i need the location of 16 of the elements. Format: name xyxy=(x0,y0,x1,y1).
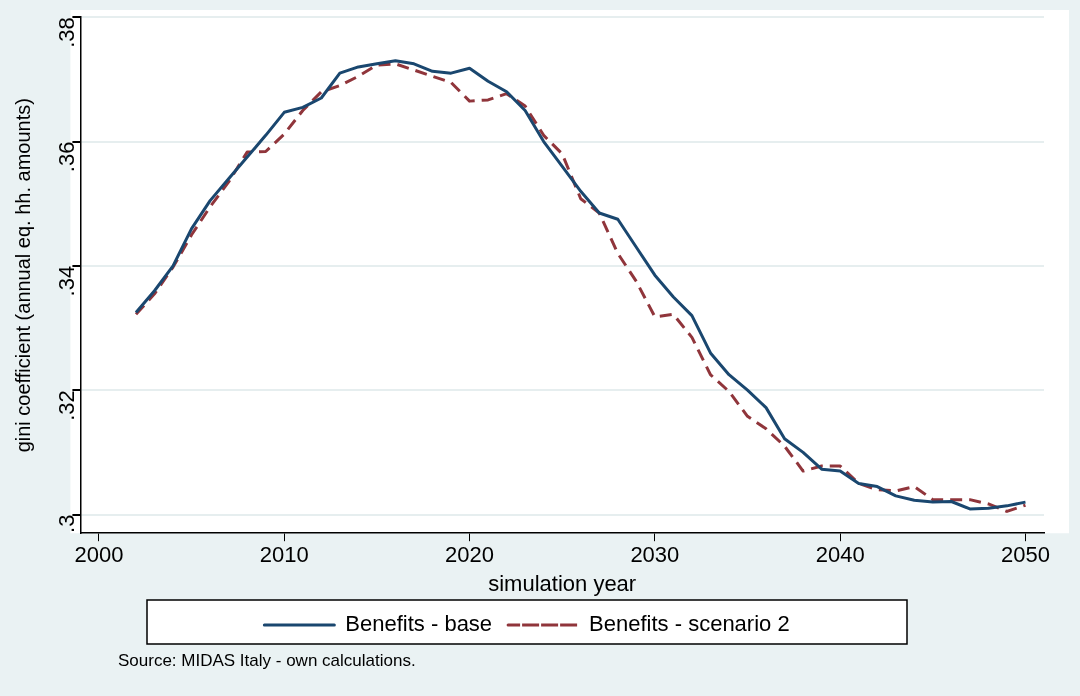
y-tick-label: .38 xyxy=(54,17,80,48)
x-axis-title: simulation year xyxy=(488,570,637,596)
x-tick-label: 2020 xyxy=(445,542,495,568)
x-tick-label: 2000 xyxy=(74,542,124,568)
x-tick-label: 2040 xyxy=(815,542,865,568)
legend-label: Benefits - base xyxy=(345,611,493,637)
y-tick-label: .34 xyxy=(54,265,80,297)
x-tick-label: 2050 xyxy=(1000,542,1050,568)
y-tick-label: .32 xyxy=(54,390,80,421)
x-tick-label: 2030 xyxy=(630,542,680,568)
y-axis-title: gini coefficient (annual eq. hh. amounts) xyxy=(11,98,34,453)
source-note: Source: MIDAS Italy - own calculations. xyxy=(118,651,416,670)
y-tick-label: .3 xyxy=(54,514,80,533)
legend-label: Benefits - scenario 2 xyxy=(589,611,790,637)
y-tick-label: .36 xyxy=(54,141,80,173)
x-tick-label: 2010 xyxy=(259,542,309,568)
